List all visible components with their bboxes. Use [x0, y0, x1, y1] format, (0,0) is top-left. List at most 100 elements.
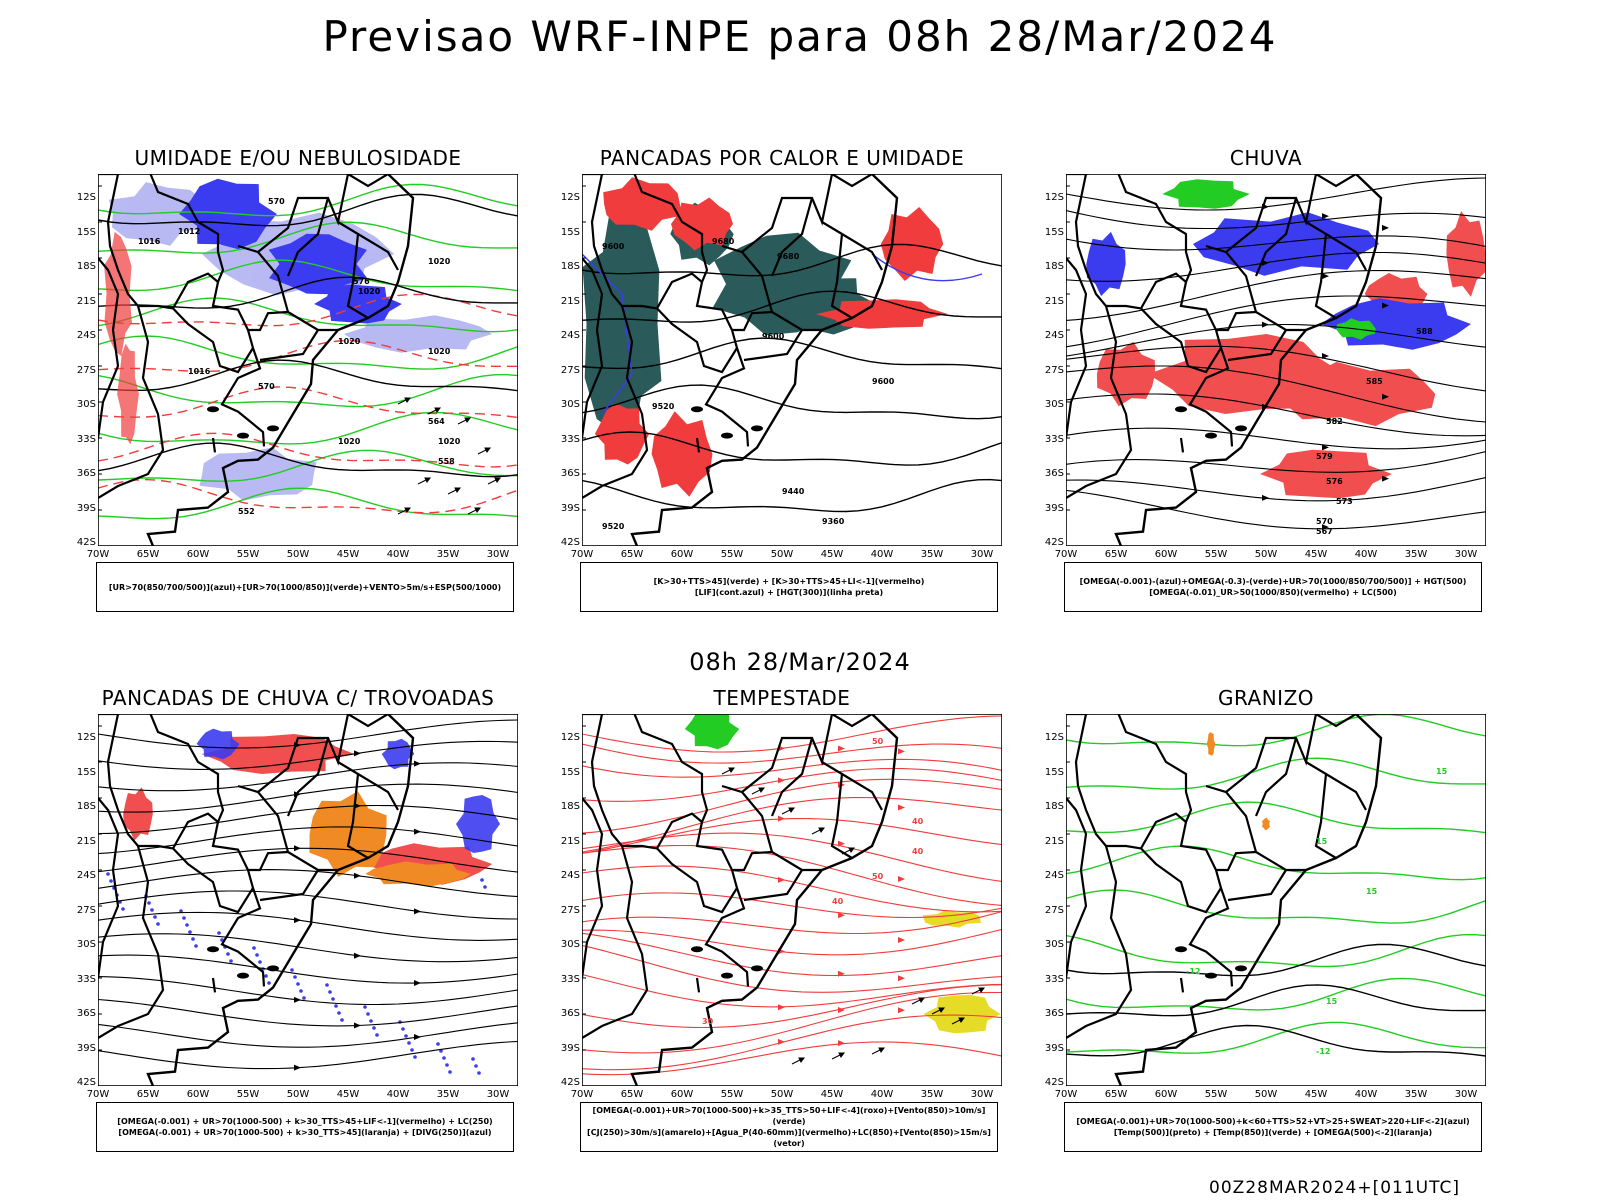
- legend-line: [CJ(250)>30m/s](amarelo)+[Agua_P(40-60mm…: [587, 1128, 991, 1148]
- contour-label: 564: [428, 417, 445, 426]
- wind-vector-head: [404, 397, 411, 403]
- red-area-area: [594, 403, 650, 465]
- divergence-dot: [340, 1018, 344, 1022]
- blue-area: [179, 178, 402, 324]
- legend-pancadas-calor: [K>30+TTS>45](verde) + [K>30+TTS>45+LI<-…: [580, 562, 998, 612]
- lon-tick-label: 70W: [1054, 549, 1078, 560]
- streamline: [1066, 365, 1486, 423]
- border-line: [582, 845, 649, 1039]
- contour-label: 9520: [602, 522, 625, 531]
- divergence-dot: [194, 944, 198, 948]
- contour-line: [1066, 1021, 1486, 1054]
- lake-marker: [1235, 425, 1247, 432]
- border-line: [337, 221, 399, 271]
- divergence-dot: [255, 953, 259, 957]
- border-line: [743, 869, 803, 902]
- contour-label: 1020: [338, 337, 361, 346]
- streamline: [582, 767, 1002, 802]
- lon-tick-label: 55W: [236, 1089, 260, 1100]
- border-line: [1179, 437, 1185, 453]
- contour-label: 30: [702, 1017, 714, 1026]
- border-line: [582, 257, 604, 439]
- red-area-area: [1096, 341, 1156, 407]
- lake-marker: [691, 406, 703, 413]
- contour-line: [98, 359, 518, 392]
- lat-tick-label: 12S: [76, 732, 96, 743]
- wind-vector-head: [938, 1007, 945, 1013]
- lon-tick-label: 40W: [870, 549, 894, 560]
- yellow-area-area: [923, 994, 1001, 1034]
- border-line: [98, 174, 266, 447]
- streamlines: [98, 719, 518, 1071]
- legend-line: [OMEGA(-0.001) + UR>70(1000-500) + k>30_…: [118, 1128, 492, 1137]
- streamline: [582, 932, 1002, 977]
- lat-tick-label: 30S: [1044, 939, 1064, 950]
- lat-tick-label: 24S: [1044, 870, 1064, 881]
- streamline-arrow: [778, 1004, 785, 1011]
- divergence-dot: [369, 1019, 373, 1023]
- lat-tick-label: 27S: [76, 364, 96, 376]
- streamline-arrow: [1262, 494, 1269, 501]
- lat-tick-label: 12S: [560, 192, 580, 203]
- lon-tick-label: 30W: [970, 549, 994, 560]
- lat-tick-label: 30S: [76, 939, 96, 950]
- divergence-dot: [448, 1070, 452, 1074]
- lat-tick-label: 21S: [560, 295, 580, 307]
- contour-label: 570: [1316, 517, 1333, 526]
- streamline: [98, 719, 518, 749]
- contour-label: 9600: [602, 242, 625, 251]
- streamline-arrow: [838, 1040, 845, 1047]
- axis-ticks: [582, 725, 586, 1086]
- green-area-area: [1162, 179, 1250, 209]
- streamline: [98, 762, 518, 792]
- divergence-dot: [477, 1071, 481, 1075]
- lake-marker: [1175, 946, 1187, 953]
- streamline: [582, 984, 1002, 1029]
- streamline: [582, 865, 1002, 913]
- divergence-dot: [407, 1041, 411, 1045]
- contour-label: -12: [1186, 967, 1200, 976]
- panel-title: PANCADAS POR CALOR E UMIDADE: [599, 146, 965, 170]
- axis-ticks: [1066, 725, 1070, 1086]
- streamline: [582, 928, 1002, 956]
- lon-tick-label: 55W: [720, 549, 744, 560]
- divergence-dot: [375, 1033, 379, 1037]
- lon-tick-label: 65W: [1104, 549, 1128, 560]
- lat-tick-label: 36S: [1044, 468, 1064, 479]
- legend-umidade: [UR>70(850/700/500)](azul)+[UR>70(1000/8…: [96, 562, 514, 612]
- lat-tick-label: 39S: [1044, 502, 1064, 514]
- lon-tick-label: 30W: [1454, 1089, 1478, 1100]
- border-line: [732, 850, 773, 872]
- border-line: [98, 305, 165, 499]
- border-line: [1254, 197, 1298, 277]
- contour-label: 588: [1416, 327, 1433, 336]
- lat-tick-label: 12S: [1044, 732, 1064, 743]
- lon-tick-label: 60W: [1154, 549, 1178, 560]
- lon-tick-label: 55W: [236, 549, 260, 560]
- country-borders: [98, 714, 415, 1086]
- streamline-arrow: [1322, 273, 1329, 280]
- lat-tick-label: 24S: [560, 330, 580, 341]
- lon-tick-label: 40W: [386, 549, 410, 560]
- border-line: [656, 307, 738, 374]
- border-line: [830, 773, 853, 859]
- divergence-dot: [413, 1055, 417, 1059]
- streamline: [582, 778, 1002, 834]
- lake-marker: [207, 946, 219, 953]
- streamline-arrow: [1262, 321, 1269, 328]
- wind-vector-head: [424, 477, 431, 483]
- streamlines: [1066, 177, 1486, 531]
- lake-marker: [1205, 432, 1217, 439]
- lon-tick-label: 35W: [920, 549, 944, 560]
- divergence-dot: [147, 901, 151, 905]
- lat-tick-label: 30S: [1044, 399, 1064, 410]
- lon-tick-label: 60W: [670, 549, 694, 560]
- lat-tick-label: 33S: [560, 973, 580, 985]
- wind-vector-head: [484, 447, 491, 453]
- lon-tick-label: 30W: [1454, 549, 1478, 560]
- teal-area-area: [582, 196, 662, 452]
- contour-line: [98, 478, 518, 514]
- lat-tick-label: 24S: [76, 870, 96, 881]
- border-line: [1140, 307, 1222, 374]
